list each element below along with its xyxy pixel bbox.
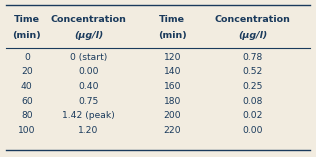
Text: 0.00: 0.00 (243, 126, 263, 135)
Text: (μg/l): (μg/l) (238, 31, 267, 40)
Text: 160: 160 (163, 82, 181, 91)
Text: 0.25: 0.25 (243, 82, 263, 91)
Text: 60: 60 (21, 97, 33, 106)
Text: 0.08: 0.08 (243, 97, 263, 106)
Text: 0.52: 0.52 (243, 67, 263, 76)
Text: 0.78: 0.78 (243, 53, 263, 62)
Text: 220: 220 (163, 126, 181, 135)
Text: 40: 40 (21, 82, 33, 91)
Text: 80: 80 (21, 111, 33, 120)
Text: Time: Time (14, 15, 40, 24)
Text: Concentration: Concentration (215, 15, 291, 24)
Text: 0 (start): 0 (start) (70, 53, 107, 62)
Text: Concentration: Concentration (51, 15, 126, 24)
Text: (min): (min) (158, 31, 186, 40)
Text: 120: 120 (163, 53, 181, 62)
Text: 180: 180 (164, 97, 181, 106)
Text: 100: 100 (18, 126, 36, 135)
Text: 20: 20 (21, 67, 33, 76)
Text: 0: 0 (24, 53, 30, 62)
Text: 0.00: 0.00 (78, 67, 99, 76)
Text: 140: 140 (163, 67, 181, 76)
Text: 0.75: 0.75 (78, 97, 99, 106)
Text: (min): (min) (13, 31, 41, 40)
Text: 200: 200 (163, 111, 181, 120)
Text: 0.40: 0.40 (78, 82, 99, 91)
Text: Time: Time (159, 15, 185, 24)
Text: 0.02: 0.02 (243, 111, 263, 120)
Text: 1.20: 1.20 (78, 126, 99, 135)
Text: 1.42 (peak): 1.42 (peak) (62, 111, 115, 120)
Text: (μg/l): (μg/l) (74, 31, 103, 40)
